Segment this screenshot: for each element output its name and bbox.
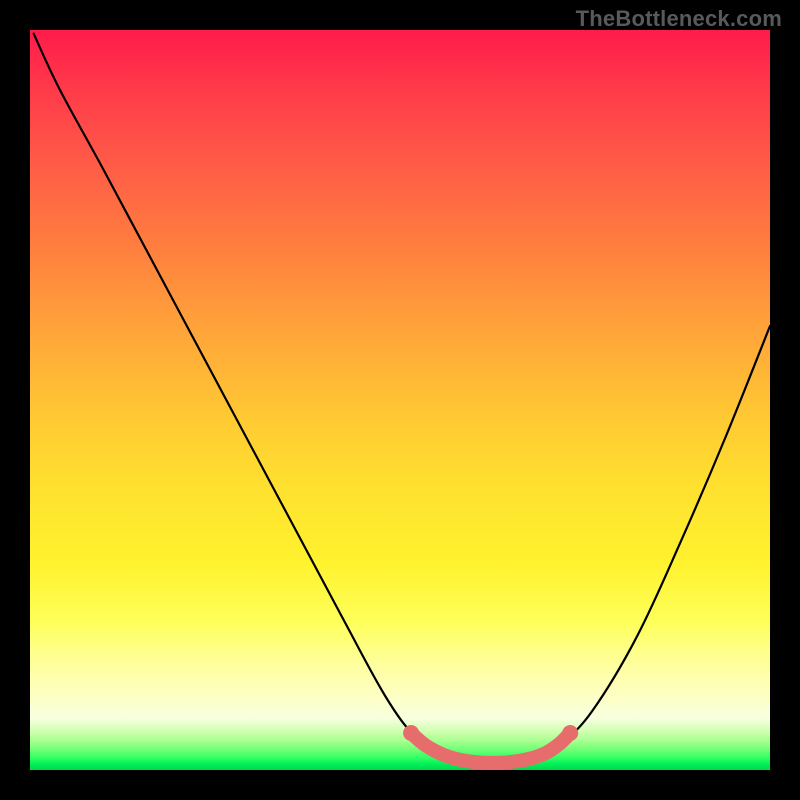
chart-frame: TheBottleneck.com (0, 0, 800, 800)
highlight-dot (562, 725, 578, 741)
chart-svg (30, 30, 770, 770)
highlight-endpoints (403, 725, 578, 741)
bottleneck-curve (34, 34, 770, 763)
plot-area (30, 30, 770, 770)
highlight-range (411, 733, 570, 763)
highlight-dot (403, 725, 419, 741)
watermark-text: TheBottleneck.com (576, 6, 782, 32)
